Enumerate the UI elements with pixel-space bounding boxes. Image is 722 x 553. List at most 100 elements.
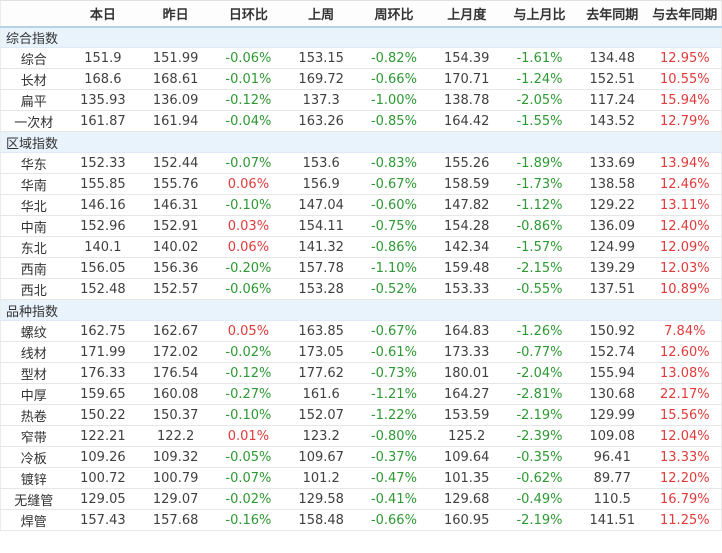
table-row: 长材 168.6 168.61 -0.01% 169.72 -0.66% 170.71 -1.… bbox=[0, 68, 722, 90]
cell-percent: -0.06% bbox=[212, 278, 285, 300]
column-header: 上周 bbox=[284, 0, 358, 28]
cell-value: 161.94 bbox=[139, 110, 213, 132]
cell-value: 170.71 bbox=[430, 68, 504, 90]
row-label: 无缝管 bbox=[0, 488, 67, 510]
cell-value: 135.93 bbox=[66, 89, 140, 111]
header-row: 本日 昨日 日环比 上周 周环比 上月度 与上月比 去年同期 与去年同期 bbox=[0, 0, 722, 28]
cell-percent: -0.67% bbox=[357, 320, 431, 342]
cell-percent: 12.40% bbox=[648, 215, 722, 237]
column-header: 昨日 bbox=[139, 0, 213, 28]
cell-value: 173.05 bbox=[284, 341, 358, 363]
cell-value: 152.74 bbox=[575, 341, 649, 363]
column-header: 与去年同期 bbox=[648, 0, 722, 28]
cell-percent: -0.12% bbox=[212, 362, 285, 384]
table-row: 镀锌 100.72 100.79 -0.07% 101.2 -0.47% 101.35 -0.… bbox=[0, 467, 722, 489]
cell-value: 172.02 bbox=[139, 341, 213, 363]
cell-value: 154.39 bbox=[430, 47, 504, 69]
cell-percent: -2.19% bbox=[503, 404, 576, 426]
cell-percent: -0.05% bbox=[212, 446, 285, 468]
table-row: 一次材 161.87 161.94 -0.04% 163.26 -0.85% 164.42-… bbox=[0, 110, 722, 132]
cell-percent: 0.03% bbox=[212, 215, 285, 237]
cell-value: 153.28 bbox=[284, 278, 358, 300]
cell-value: 89.77 bbox=[575, 467, 649, 489]
table-row: 综合 151.9 151.99 -0.06% 153.15 -0.82% 154.39 -1.… bbox=[0, 47, 722, 69]
table-row: 华北 146.16 146.31 -0.10% 147.04 -0.60% 147.82 -1… bbox=[0, 194, 722, 216]
cell-percent: 0.05% bbox=[212, 320, 285, 342]
cell-percent: -0.49% bbox=[503, 488, 576, 510]
cell-value: 152.48 bbox=[66, 278, 140, 300]
cell-value: 173.33 bbox=[430, 341, 504, 363]
cell-percent: -0.07% bbox=[212, 467, 285, 489]
table-row: 西南 156.05 156.36 -0.20% 157.78 -1.10% 159.48 -2… bbox=[0, 257, 722, 279]
cell-percent: 15.56% bbox=[648, 404, 722, 426]
cell-value: 158.59 bbox=[430, 173, 504, 195]
cell-percent: -0.20% bbox=[212, 257, 285, 279]
table-row: 西北 152.48 152.57 -0.06% 153.28 -0.52% 153.33 -0… bbox=[0, 278, 722, 300]
cell-value: 157.78 bbox=[284, 257, 358, 279]
cell-value: 147.04 bbox=[284, 194, 358, 216]
row-label: 华东 bbox=[0, 152, 67, 174]
cell-value: 136.09 bbox=[139, 89, 213, 111]
row-label: 镀锌 bbox=[0, 467, 67, 489]
cell-value: 124.99 bbox=[575, 236, 649, 258]
cell-percent: 13.11% bbox=[648, 194, 722, 216]
cell-percent: -0.04% bbox=[212, 110, 285, 132]
cell-percent: -0.06% bbox=[212, 47, 285, 69]
cell-percent: 22.17% bbox=[648, 383, 722, 405]
table-row: 中南 152.96 152.91 0.03% 154.11 -0.75% 154.28 -0.… bbox=[0, 215, 722, 237]
index-table: 本日 昨日 日环比 上周 周环比 上月度 与上月比 去年同期 与去年同期 综合指数 综合 151.9… bbox=[0, 0, 722, 531]
cell-value: 154.28 bbox=[430, 215, 504, 237]
cell-value: 159.48 bbox=[430, 257, 504, 279]
row-label: 东北 bbox=[0, 236, 67, 258]
cell-value: 164.83 bbox=[430, 320, 504, 342]
cell-value: 96.41 bbox=[575, 446, 649, 468]
cell-value: 129.99 bbox=[575, 404, 649, 426]
cell-value: 109.67 bbox=[284, 446, 358, 468]
cell-percent: 13.33% bbox=[648, 446, 722, 468]
cell-value: 122.21 bbox=[66, 425, 140, 447]
cell-percent: -2.19% bbox=[503, 509, 576, 531]
cell-value: 152.96 bbox=[66, 215, 140, 237]
cell-percent: -0.27% bbox=[212, 383, 285, 405]
row-label: 线材 bbox=[0, 341, 67, 363]
cell-value: 152.44 bbox=[139, 152, 213, 174]
cell-percent: -0.37% bbox=[357, 446, 431, 468]
cell-value: 109.32 bbox=[139, 446, 213, 468]
cell-percent: -2.04% bbox=[503, 362, 576, 384]
cell-value: 101.35 bbox=[430, 467, 504, 489]
cell-percent: -0.66% bbox=[357, 509, 431, 531]
cell-percent: -1.57% bbox=[503, 236, 576, 258]
index-table-header: 本日 昨日 日环比 上周 周环比 上月度 与上月比 去年同期 与去年同期 bbox=[0, 0, 722, 28]
table-row: 窄带 122.21 122.2 0.01% 123.2 -0.80% 125.2 -2.39%… bbox=[0, 425, 722, 447]
cell-value: 129.05 bbox=[66, 488, 140, 510]
cell-percent: -0.16% bbox=[212, 509, 285, 531]
cell-percent: 12.95% bbox=[648, 47, 722, 69]
cell-value: 140.02 bbox=[139, 236, 213, 258]
cell-percent: -1.24% bbox=[503, 68, 576, 90]
cell-value: 154.11 bbox=[284, 215, 358, 237]
cell-percent: 10.55% bbox=[648, 68, 722, 90]
cell-percent: -1.21% bbox=[357, 383, 431, 405]
cell-percent: -1.73% bbox=[503, 173, 576, 195]
cell-value: 159.65 bbox=[66, 383, 140, 405]
cell-percent: -0.61% bbox=[357, 341, 431, 363]
cell-value: 150.22 bbox=[66, 404, 140, 426]
table-row: 东北 140.1 140.02 0.06% 141.32 -0.86% 142.34 -1.5… bbox=[0, 236, 722, 258]
row-label: 冷板 bbox=[0, 446, 67, 468]
row-label: 综合 bbox=[0, 47, 67, 69]
cell-value: 168.6 bbox=[66, 68, 140, 90]
cell-value: 152.51 bbox=[575, 68, 649, 90]
cell-percent: -0.73% bbox=[357, 362, 431, 384]
cell-value: 163.26 bbox=[284, 110, 358, 132]
cell-percent: 12.79% bbox=[648, 110, 722, 132]
cell-value: 109.64 bbox=[430, 446, 504, 468]
cell-value: 122.2 bbox=[139, 425, 213, 447]
cell-value: 123.2 bbox=[284, 425, 358, 447]
column-header: 本日 bbox=[66, 0, 140, 28]
cell-percent: -0.47% bbox=[357, 467, 431, 489]
row-label: 螺纹 bbox=[0, 320, 67, 342]
section-row: 品种指数 bbox=[0, 299, 722, 321]
cell-value: 156.36 bbox=[139, 257, 213, 279]
cell-percent: -1.10% bbox=[357, 257, 431, 279]
index-table-body: 综合指数 综合 151.9 151.99 -0.06% 153.15 -0.82% 154.3… bbox=[0, 26, 722, 531]
